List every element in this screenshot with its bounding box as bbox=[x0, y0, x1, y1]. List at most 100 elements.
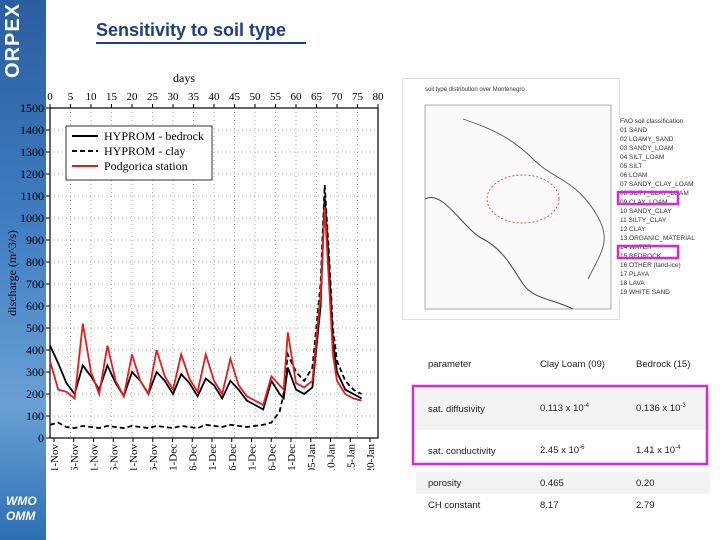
x-tick-label: 10-Jan bbox=[326, 444, 338, 470]
x2-tick-label: 50 bbox=[250, 91, 262, 103]
table-cell-rock: 0.136 x 10-3 bbox=[630, 388, 710, 430]
y-tick-label: 1200 bbox=[20, 167, 44, 181]
table-cell-clay-base: 2.45 x 10 bbox=[540, 445, 580, 457]
x-tick-label: 21-Nov bbox=[128, 444, 140, 470]
soil-legend-item: 19 WHITE SAND bbox=[620, 289, 670, 296]
wmo-logo: WMO OMM bbox=[6, 494, 37, 524]
table-header-clay-loam: Clay Loam (09) bbox=[540, 358, 605, 370]
soil-legend-item: 17 PLAYA bbox=[620, 271, 650, 278]
x-tick-label: 31-Dec bbox=[286, 444, 298, 470]
x-tick-label: 01-Dec bbox=[168, 444, 180, 470]
map-title: soil type distribution over Montenegro bbox=[425, 87, 525, 93]
table-cell-param: sat. conductivity bbox=[428, 445, 496, 457]
x2-tick-label: 35 bbox=[188, 91, 200, 103]
soil-legend-item: 11 SILTY_CLAY bbox=[620, 217, 667, 224]
table-cell-rock-base: 1.41 x 10 bbox=[636, 445, 676, 457]
wmo-logo-line1: WMO bbox=[6, 494, 37, 508]
slide-title: Sensitivity to soil type bbox=[96, 20, 287, 40]
y-tick-label: 400 bbox=[26, 343, 44, 357]
y-tick-label: 100 bbox=[26, 409, 44, 423]
table-row: sat. conductivity 2.45 x 10-6 1.41 x 10-… bbox=[416, 430, 710, 472]
table-row: CH constant 8.17 2.79 bbox=[416, 494, 710, 516]
table-cell-clay-base: 0.113 x 10 bbox=[540, 403, 584, 415]
table-cell-rock: 0.20 bbox=[636, 477, 655, 489]
x-tick-label: 05-Jan bbox=[306, 444, 318, 470]
x-tick-label: 21-Dec bbox=[247, 444, 259, 470]
table-header-bedrock: Bedrock (15) bbox=[636, 358, 691, 370]
y-tick-label: 1100 bbox=[20, 189, 44, 203]
sidebar-band: ORPEX WMO OMM bbox=[0, 0, 46, 540]
series-line bbox=[49, 206, 362, 407]
region-outline bbox=[486, 174, 560, 224]
y-tick-label: 200 bbox=[26, 387, 44, 401]
x-tick-label: 06-Nov bbox=[69, 444, 81, 470]
table-cell-rock: 2.79 bbox=[636, 499, 655, 511]
table-header-parameter: parameter bbox=[428, 358, 472, 370]
x-tick-label: 11-Dec bbox=[207, 444, 219, 470]
x2-tick-label: 0 bbox=[47, 91, 53, 103]
x-tick-label: 16-Dec bbox=[227, 444, 239, 470]
series-line bbox=[49, 184, 363, 430]
legend-label: HYPROM - clay bbox=[104, 144, 185, 158]
table-cell-clay: 0.465 bbox=[540, 477, 564, 489]
table-cell-clay: 2.45 x 10-6 bbox=[534, 430, 630, 472]
legend-label: HYPROM - bedrock bbox=[104, 129, 204, 143]
table-cell-clay: 8.17 bbox=[540, 499, 559, 511]
x2-tick-label: 20 bbox=[127, 91, 139, 103]
discharge-chart: 0100200300400500600700800900100011001200… bbox=[5, 71, 385, 470]
soil-legend-item: 14 WATER bbox=[620, 244, 652, 251]
table-row: porosity 0.465 0.20 bbox=[416, 472, 710, 494]
x2-tick-label: 40 bbox=[209, 91, 221, 103]
x2-tick-label: 15 bbox=[106, 91, 118, 103]
x2-tick-label: 45 bbox=[229, 91, 241, 103]
soil-parameter-table: parameter Clay Loam (09) Bedrock (15) sa… bbox=[416, 340, 710, 516]
soil-legend-item: 06 LOAM bbox=[620, 172, 648, 179]
soil-legend-item: 10 SANDY_CLAY bbox=[620, 208, 672, 215]
soil-legend-item: 15 BEDROCK bbox=[620, 253, 662, 260]
x-tick-label: 15-Jan bbox=[345, 444, 357, 470]
table-cell-clay-exp: -6 bbox=[579, 445, 585, 452]
y-tick-label: 700 bbox=[26, 277, 44, 291]
y-tick-label: 300 bbox=[26, 365, 44, 379]
soil-legend-item: 04 SILT_LOAM bbox=[620, 154, 665, 161]
soil-legend-item: 01 SAND bbox=[620, 127, 648, 134]
table-cell-rock-base: 0.136 x 10 bbox=[636, 403, 681, 415]
y-tick-label: 1400 bbox=[20, 123, 44, 137]
wmo-logo-line2: OMM bbox=[6, 509, 36, 523]
table-cell-rock-exp: -4 bbox=[675, 445, 681, 452]
y-tick-label: 500 bbox=[26, 321, 44, 335]
soil-legend-item: 03 SANDY_LOAM bbox=[620, 145, 674, 152]
soil-map-panel: soil type distribution over Montenegro bbox=[402, 78, 620, 320]
border-line bbox=[462, 118, 605, 280]
table-cell-param: sat. diffusivity bbox=[428, 403, 485, 415]
soil-legend-item: 18 LAVA bbox=[620, 280, 645, 287]
title-underline bbox=[96, 42, 306, 44]
table-cell-rock-exp: -3 bbox=[680, 403, 686, 410]
y-tick-label: 1300 bbox=[20, 145, 44, 159]
x-tick-label: 26-Dec bbox=[266, 444, 278, 470]
x-tick-label: 26-Nov bbox=[148, 444, 160, 470]
map-frame bbox=[424, 104, 612, 310]
table-row: sat. diffusivity 0.113 x 10-4 0.136 x 10… bbox=[416, 388, 710, 430]
x-tick-label: 01-Nov bbox=[49, 444, 61, 470]
x2-tick-label: 5 bbox=[68, 91, 74, 103]
soil-map bbox=[424, 104, 612, 310]
x2-tick-label: 80 bbox=[373, 91, 385, 103]
soil-legend: FAO soil classification 01 SAND 02 LOAMY_S… bbox=[618, 118, 706, 298]
soil-legend-item: 08 SILTY_CLAY_LOAM bbox=[620, 190, 689, 197]
y-axis-label: discharge (m^3/s) bbox=[5, 230, 19, 316]
x2-tick-label: 70 bbox=[332, 91, 344, 103]
table-cell-param: porosity bbox=[428, 477, 462, 489]
soil-legend-item: 02 LOAMY_SAND bbox=[620, 136, 674, 143]
coastline bbox=[424, 196, 574, 310]
x2-tick-label: 75 bbox=[352, 91, 364, 103]
soil-legend-item: 07 SANDY_CLAY_LOAM bbox=[620, 181, 694, 188]
table-cell-clay: 0.113 x 10-4 bbox=[534, 388, 630, 430]
x-tick-label: 11-Nov bbox=[89, 444, 101, 470]
x-tick-label: 06-Dec bbox=[187, 444, 199, 470]
soil-legend-item: 16 OTHER (land-ice) bbox=[620, 262, 681, 269]
x2-tick-label: 30 bbox=[168, 91, 180, 103]
x2-tick-label: 25 bbox=[147, 91, 159, 103]
x2-tick-label: 10 bbox=[86, 91, 98, 103]
x2-axis-label: days bbox=[173, 71, 195, 85]
